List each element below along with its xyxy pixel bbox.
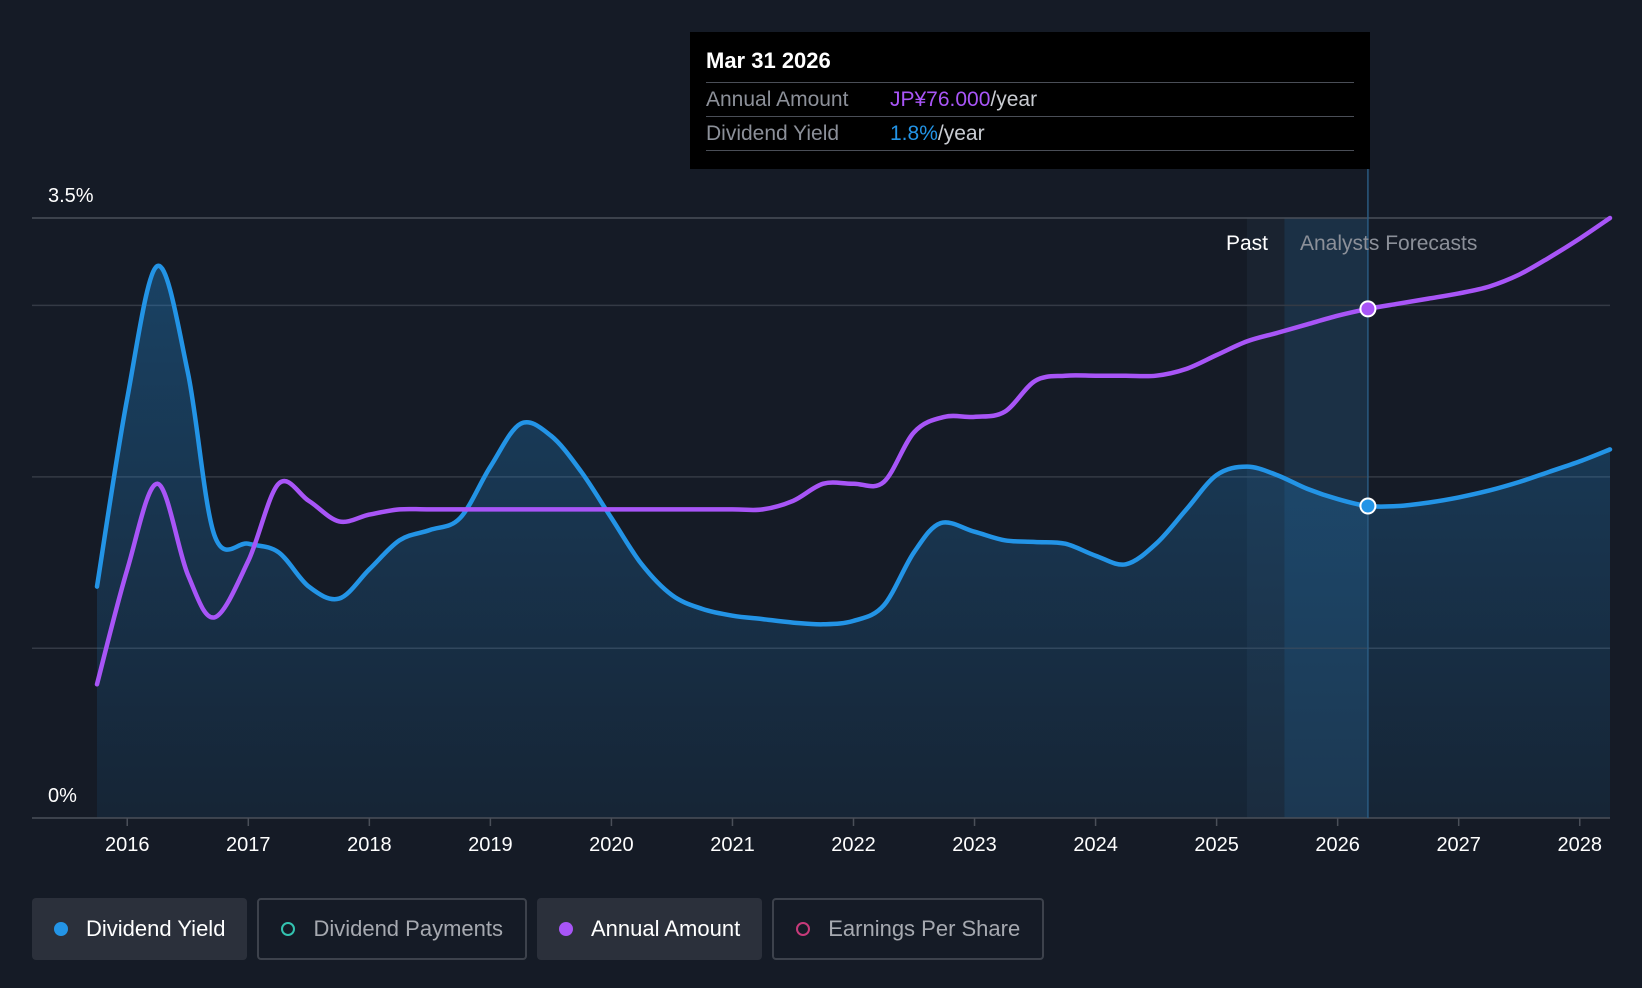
highlight-point-annual-amount	[1359, 300, 1377, 318]
highlight-markers	[1359, 169, 1377, 818]
x-tick-label: 2027	[1436, 834, 1481, 856]
legend-dot-icon	[54, 922, 68, 936]
x-tick-label: 2020	[589, 834, 634, 856]
legend-annual-amount[interactable]: Annual Amount	[536, 898, 763, 960]
tooltip-yield-unit: /year	[937, 122, 985, 145]
legend-label: Earnings Per Share	[828, 916, 1021, 941]
tooltip-annual-row: Annual Amount JP¥76.000 /year	[706, 83, 1354, 117]
tooltip-yield-label: Dividend Yield	[706, 122, 840, 145]
legend-label: Dividend Payments	[313, 916, 503, 941]
x-axis: 2016 2017 2018 2019 2020 2021 2022 2023 2024 2025…	[32, 817, 1610, 856]
tooltip-annual-unit: /year	[990, 88, 1038, 111]
x-tick-label: 2016	[105, 834, 150, 856]
past-region-label: Past	[1226, 232, 1268, 255]
legend-dot-icon	[558, 922, 573, 936]
x-tick-label: 2024	[1073, 834, 1118, 856]
series-line-dividend-yield	[94, 263, 1613, 627]
x-tick-label: 2023	[952, 834, 997, 856]
legend-dividend-yield[interactable]: Dividend Yield	[32, 898, 248, 960]
legend-dividend-payments[interactable]: Dividend Payments	[257, 898, 527, 960]
x-tick-label: 2026	[1315, 834, 1360, 856]
y-tick-label: 3.5%	[48, 185, 94, 207]
x-tick-label: 2021	[710, 834, 755, 856]
series-area-dividend-yield	[97, 265, 1610, 818]
x-tick-label: 2017	[226, 834, 271, 856]
x-tick-label: 2022	[831, 834, 876, 856]
y-tick-label: 0%	[48, 785, 77, 807]
x-tick-label: 2018	[347, 834, 392, 856]
series-layer	[94, 215, 1613, 818]
tooltip-date: Mar 31 2026	[706, 46, 1354, 83]
highlight-point-dividend-yield	[1359, 497, 1377, 515]
legend-dot-icon	[281, 922, 296, 936]
legend: Dividend Yield Dividend Payments Annual …	[32, 898, 1045, 960]
tooltip-annual-label: Annual Amount	[706, 88, 849, 111]
legend-dot-icon	[796, 922, 811, 936]
legend-earnings-per-share[interactable]: Earnings Per Share	[772, 898, 1045, 960]
tooltip-annual-value: JP¥76.000	[890, 88, 991, 111]
legend-label: Dividend Yield	[86, 916, 226, 941]
tooltip-yield-value: 1.8%	[890, 122, 938, 145]
x-tick-label: 2019	[468, 834, 513, 856]
tooltip-yield-row: Dividend Yield 1.8% /year	[706, 117, 1354, 151]
x-tick-label: 2025	[1194, 834, 1239, 856]
forecast-region-label: Analysts Forecasts	[1300, 232, 1477, 255]
legend-label: Annual Amount	[590, 916, 741, 941]
tooltip: Mar 31 2026 Annual Amount JP¥76.000 /yea…	[690, 32, 1370, 169]
x-tick-label: 2028	[1557, 834, 1602, 856]
